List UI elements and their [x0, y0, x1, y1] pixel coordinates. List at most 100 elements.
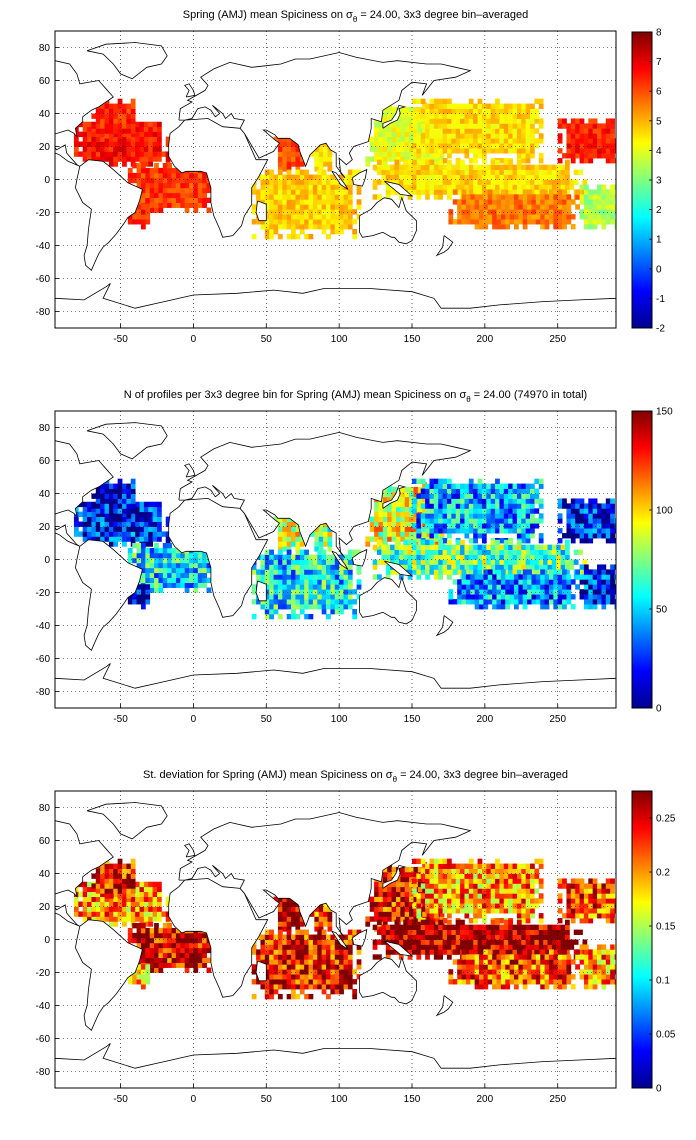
heatmap-cell: [468, 174, 474, 180]
heatmap-cell: [130, 888, 136, 894]
heatmap-cell: [407, 169, 413, 175]
heatmap-cell: [193, 562, 199, 569]
heatmap-cell: [152, 916, 158, 922]
heatmap-cell: [544, 589, 550, 595]
heatmap-cell: [352, 929, 358, 935]
heatmap-cell: [395, 126, 401, 133]
heatmap-cell: [197, 932, 203, 939]
heatmap-cell: [425, 483, 430, 489]
heatmap-cell: [400, 501, 406, 508]
heatmap-cell: [508, 123, 513, 129]
heatmap-cell: [180, 957, 186, 963]
heatmap-cell: [374, 131, 379, 137]
heatmap-cell: [579, 158, 585, 164]
heatmap-cell: [277, 146, 283, 152]
heatmap-cell: [451, 544, 457, 550]
heatmap-cell: [104, 901, 110, 907]
heatmap-cell: [139, 156, 145, 162]
heatmap-cell: [538, 164, 544, 170]
heatmap-cell: [286, 569, 292, 575]
heatmap-cell: [184, 932, 190, 939]
heatmap-cell: [326, 554, 331, 560]
heatmap-cell: [130, 131, 136, 137]
heatmap-cell: [610, 564, 615, 570]
heatmap-cell: [317, 954, 323, 960]
heatmap-cell: [420, 518, 426, 524]
heatmap-cell: [446, 523, 452, 529]
colorbar-tick-label: 150: [656, 407, 673, 418]
heatmap-cell: [540, 209, 545, 215]
heatmap-cell: [117, 483, 123, 489]
heatmap-cell: [202, 937, 207, 944]
heatmap-cell: [143, 156, 149, 162]
heatmap-cell: [457, 589, 462, 595]
heatmap-cell: [464, 164, 470, 170]
heatmap-cell: [460, 523, 465, 529]
heatmap-cell: [446, 133, 452, 139]
heatmap-cell: [260, 574, 266, 580]
heatmap-cell: [570, 199, 576, 205]
heatmap-cell: [78, 141, 84, 147]
heatmap-cell: [508, 518, 513, 524]
heatmap-cell: [417, 486, 423, 493]
heatmap-cell: [282, 521, 288, 527]
heatmap-cell: [429, 98, 435, 104]
heatmap-cell: [122, 503, 127, 509]
heatmap-cell: [343, 574, 349, 580]
heatmap-cell: [117, 863, 123, 869]
heatmap-cell: [503, 174, 509, 180]
heatmap-cell: [573, 559, 579, 565]
heatmap-cell: [323, 146, 328, 152]
heatmap-cell: [570, 138, 576, 144]
heatmap-cell: [540, 594, 545, 600]
heatmap-cell: [460, 143, 465, 149]
heatmap-cell: [601, 533, 607, 539]
heatmap-cell: [291, 954, 296, 960]
heatmap-cell: [264, 589, 270, 595]
heatmap-cell: [145, 557, 151, 564]
heatmap-cell: [378, 141, 384, 147]
heatmap-cell: [605, 498, 611, 504]
heatmap-cell: [264, 189, 270, 195]
coastline: [55, 663, 616, 689]
heatmap-cell: [416, 169, 422, 175]
heatmap-cell: [540, 604, 545, 610]
heatmap-cell: [516, 498, 522, 504]
heatmap-cell: [474, 574, 480, 580]
heatmap-cell: [496, 214, 502, 220]
heatmap-cell: [477, 483, 483, 489]
heatmap-cell: [136, 172, 142, 179]
heatmap-cell: [299, 574, 305, 580]
heatmap-cell: [330, 944, 336, 950]
heatmap-cell: [260, 219, 266, 225]
heatmap-cell: [394, 169, 400, 175]
heatmap-cell: [381, 549, 387, 555]
heatmap-cell: [282, 984, 288, 990]
heatmap-cell: [108, 526, 114, 532]
heatmap-cell: [193, 947, 199, 954]
heatmap-cell: [374, 536, 379, 542]
heatmap-cell: [314, 546, 320, 552]
heatmap-cell: [273, 604, 279, 610]
heatmap-cell: [304, 549, 309, 555]
heatmap-cell: [117, 488, 123, 494]
heatmap-cell: [557, 148, 563, 154]
heatmap-cell: [326, 569, 331, 575]
heatmap-cell: [323, 906, 328, 912]
heatmap-cell: [312, 959, 318, 965]
heatmap-cell: [162, 202, 168, 208]
heatmap-cell: [378, 136, 384, 142]
heatmap-cell: [277, 224, 283, 230]
heatmap-cell: [117, 118, 123, 124]
heatmap-cell: [481, 544, 487, 550]
heatmap-cell: [548, 209, 554, 215]
heatmap-cell: [557, 138, 563, 144]
heatmap-cell: [352, 229, 358, 235]
heatmap-cell: [91, 131, 97, 137]
heatmap-cell: [474, 214, 480, 220]
heatmap-cell: [184, 562, 190, 569]
heatmap-cell: [416, 559, 422, 565]
heatmap-cell: [446, 569, 452, 575]
heatmap-cell: [429, 478, 435, 484]
heatmap-cell: [197, 197, 203, 203]
